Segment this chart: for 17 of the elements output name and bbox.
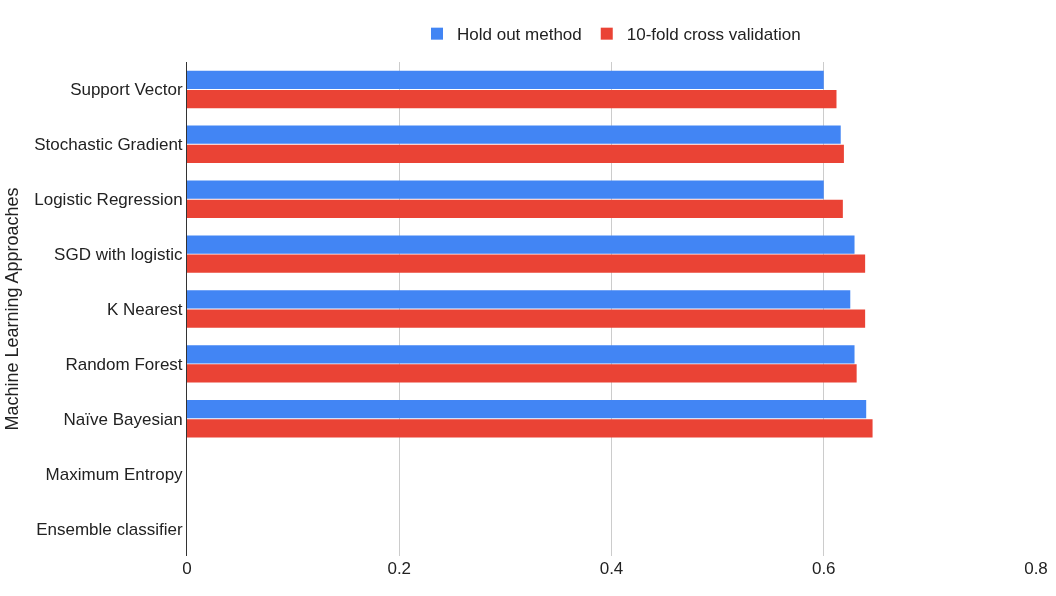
y-tick-label: Stochastic Gradient — [34, 135, 183, 155]
legend-label: Hold out method — [457, 25, 582, 45]
y-tick-label: Maximum Entropy — [45, 464, 184, 484]
x-tick-label: 0.6 — [811, 559, 836, 578]
y-tick-label: SGD with logistic — [54, 245, 184, 265]
y-tick-label: Naïve Bayesian — [63, 409, 183, 429]
x-tick-label: 0.8 — [1024, 559, 1048, 578]
y-tick-label: Logistic Regression — [34, 190, 183, 210]
y-tick-label: Support Vector — [70, 80, 183, 100]
y-tick-label: K Nearest — [107, 299, 183, 319]
y-axis-title: Machine Learning Approaches — [2, 187, 23, 431]
y-tick-label: Ensemble classifier — [36, 519, 183, 539]
legend-label: 10-fold cross validation — [626, 25, 801, 45]
y-tick-label: Random Forest — [65, 354, 183, 374]
x-tick-label: 0.4 — [599, 559, 624, 578]
x-tick-label: 0.2 — [387, 559, 412, 578]
x-tick-label: 0 — [182, 559, 192, 578]
